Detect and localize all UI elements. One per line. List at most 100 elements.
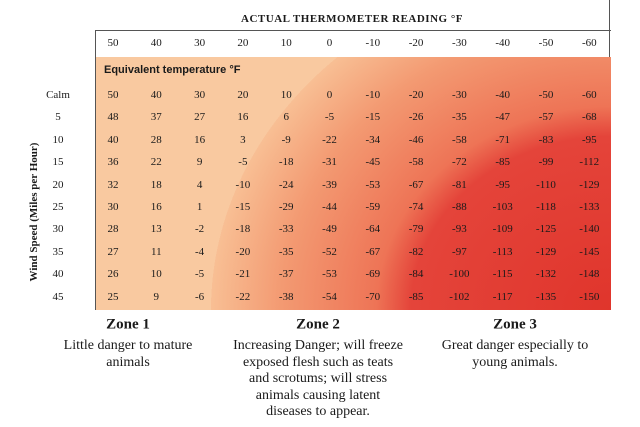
cell: -97 xyxy=(452,245,467,258)
zone-text: Great danger especially to xyxy=(441,338,589,353)
cell: -5 xyxy=(195,268,205,281)
cell: 16 xyxy=(237,111,249,124)
cell: 20 xyxy=(237,89,249,101)
cell: 27 xyxy=(194,111,206,124)
cell: -35 xyxy=(452,111,467,124)
row-label: Calm xyxy=(46,89,70,101)
cell: -100 xyxy=(449,268,470,281)
row-label: 30 xyxy=(52,223,64,236)
column-header: 50 xyxy=(107,37,119,49)
subtitle: Equivalent temperature °F xyxy=(104,64,241,76)
cell: 3 xyxy=(240,133,246,146)
cell: 13 xyxy=(150,223,162,236)
cell: 9 xyxy=(196,156,203,169)
cell: 30 xyxy=(107,201,119,213)
column-header: -30 xyxy=(452,37,467,49)
column-header: 40 xyxy=(150,37,162,49)
cell: -110 xyxy=(536,178,556,191)
cell: 18 xyxy=(150,178,162,191)
cell: 48 xyxy=(107,111,119,124)
zone-title: Zone 1 xyxy=(106,316,150,333)
cell: -31 xyxy=(322,156,337,169)
cell: -5 xyxy=(324,111,335,124)
cell: -81 xyxy=(452,178,467,191)
cell: -21 xyxy=(235,268,251,281)
row-label: 45 xyxy=(52,290,64,303)
cell: -46 xyxy=(408,133,424,146)
cell: -145 xyxy=(579,245,600,258)
column-header: 30 xyxy=(194,37,206,49)
cell: -40 xyxy=(495,89,511,101)
cell: 0 xyxy=(326,89,333,101)
cell: -135 xyxy=(535,290,557,303)
cell: -85 xyxy=(408,290,424,303)
cell: -53 xyxy=(322,268,337,281)
cell: 32 xyxy=(107,178,119,191)
zone-text: animals xyxy=(106,354,150,370)
zone-text: animals causing latent xyxy=(255,387,381,403)
cell: -9 xyxy=(281,133,291,146)
cell: 28 xyxy=(150,133,162,146)
cell: -85 xyxy=(495,156,511,169)
cell: -45 xyxy=(365,156,381,169)
column-header: 10 xyxy=(280,37,292,49)
cell: 1 xyxy=(196,201,203,213)
cell: 40 xyxy=(107,133,119,146)
cell: -67 xyxy=(408,178,424,191)
zone-title: Zone 2 xyxy=(296,316,340,333)
cell: -93 xyxy=(452,223,467,236)
column-header: -60 xyxy=(581,37,597,49)
cell: -59 xyxy=(365,201,381,213)
cell: -74 xyxy=(408,201,424,213)
cell: -102 xyxy=(449,290,470,303)
cell: -2 xyxy=(195,223,205,236)
cell: -52 xyxy=(322,245,337,258)
cell: -95 xyxy=(495,178,511,191)
cell: -125 xyxy=(535,223,557,236)
cell: -84 xyxy=(408,268,424,281)
column-header: -20 xyxy=(408,37,424,49)
cell: -29 xyxy=(278,201,294,213)
cell: -99 xyxy=(538,156,554,169)
cell: 27 xyxy=(107,245,119,258)
cell: 4 xyxy=(196,178,203,191)
cell: -109 xyxy=(492,223,513,236)
cell: -57 xyxy=(538,111,554,124)
row-label: 40 xyxy=(52,268,64,281)
cell: -30 xyxy=(452,89,467,101)
zone-text: Increasing Danger; will freeze xyxy=(233,338,403,353)
cell: -79 xyxy=(408,223,424,236)
cell: 25 xyxy=(107,290,119,303)
column-header: -10 xyxy=(365,37,381,49)
cell: -53 xyxy=(365,178,381,191)
cell: -15 xyxy=(365,111,381,124)
cell: -22 xyxy=(322,133,337,146)
cell: -6 xyxy=(195,290,205,303)
cell: -64 xyxy=(365,223,381,236)
cell: -112 xyxy=(579,156,600,169)
cell: -39 xyxy=(322,178,337,191)
cell: -58 xyxy=(452,133,467,146)
row-label: 35 xyxy=(52,245,64,258)
cell: 28 xyxy=(107,223,119,236)
cell: 30 xyxy=(194,89,206,101)
cell: -70 xyxy=(365,290,381,303)
cell: -69 xyxy=(365,268,381,281)
column-header: 20 xyxy=(237,37,249,49)
column-header: -40 xyxy=(495,37,511,49)
cell: -83 xyxy=(538,133,554,146)
cell: -33 xyxy=(278,223,294,236)
cell: 16 xyxy=(150,201,162,213)
zone-text: and scrotums; will stress xyxy=(248,371,388,386)
cell: -67 xyxy=(365,245,381,258)
cell: -54 xyxy=(322,290,337,303)
cell: -140 xyxy=(579,223,600,236)
cell: -10 xyxy=(365,89,381,101)
row-label: 10 xyxy=(52,133,64,146)
zone-title: Zone 3 xyxy=(493,316,537,333)
cell: -24 xyxy=(278,178,294,191)
row-axis-label: Wind Speed (Miles per Hour) xyxy=(28,142,40,282)
cell: -20 xyxy=(408,89,424,101)
cell: -35 xyxy=(278,245,294,258)
